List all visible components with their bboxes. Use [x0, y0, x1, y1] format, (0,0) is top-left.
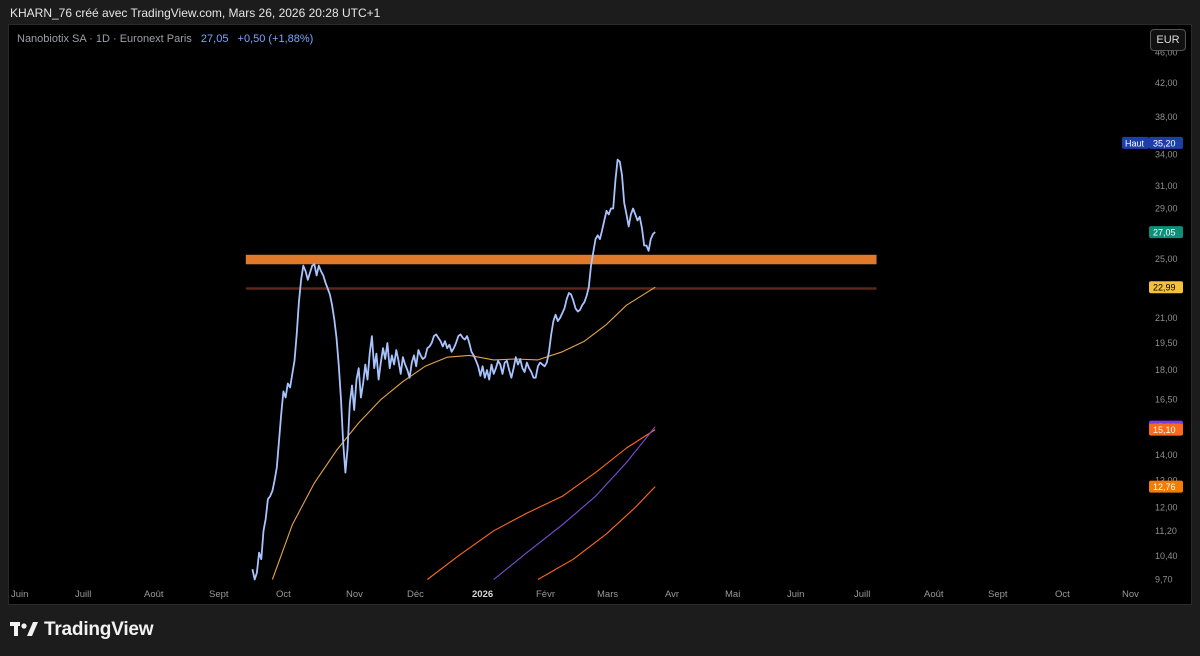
- tradingview-icon: [10, 622, 38, 636]
- price-chart[interactable]: Juin Juill Août Sept Oct Nov Déc 2026 Févr Mars Av…: [9, 25, 1193, 606]
- price-tag: [1149, 136, 1183, 149]
- price-change: +0,50 (+1,88%): [237, 33, 314, 45]
- y-tick-label: 11,20: [1155, 526, 1177, 536]
- price-line: [251, 158, 656, 581]
- symbol-legend: Nanobiotix SA · 1D · Euronext Paris 27,0…: [17, 33, 313, 45]
- x-tick-label: Sept: [988, 589, 1008, 600]
- resistance-band: [245, 254, 877, 265]
- y-tick-label: 10,40: [1155, 551, 1178, 561]
- price-tag: [1149, 480, 1183, 493]
- tradingview-logo: TradingView: [10, 619, 154, 641]
- price-tag-title: Haut: [1125, 138, 1145, 148]
- x-tick-label: Nov: [346, 589, 363, 600]
- x-tick-label: Juill: [854, 589, 870, 600]
- x-tick-label: Sept: [209, 589, 229, 600]
- x-tick-label: Août: [144, 589, 164, 600]
- x-tick-label: Juin: [11, 589, 28, 600]
- x-tick-label: Nov: [1122, 589, 1139, 600]
- moving-average-line: [493, 426, 656, 580]
- y-tick-label: 31,00: [1155, 181, 1178, 191]
- price-tag: [1149, 281, 1183, 294]
- moving-average-line: [426, 429, 656, 580]
- moving-average-line: [537, 486, 656, 580]
- price-tag: [1149, 226, 1183, 239]
- y-tick-label: 14,00: [1155, 450, 1178, 460]
- y-tick-label: 38,00: [1155, 112, 1178, 122]
- price-tag-title-box: [1122, 136, 1149, 149]
- price-tag-label: 27,05: [1153, 228, 1176, 238]
- x-tick-label: Déc: [407, 589, 424, 600]
- y-tick-label: 13,00: [1155, 475, 1178, 485]
- y-tick-label: 25,00: [1155, 254, 1178, 264]
- y-tick-label: 34,00: [1155, 150, 1178, 160]
- last-price: 27,05: [200, 33, 229, 45]
- y-tick-label: 46,00: [1155, 47, 1178, 57]
- chart-caption: KHARN_76 créé avec TradingView.com, Mars…: [10, 6, 381, 20]
- x-tick-label: 2026: [472, 589, 493, 600]
- chart-frame[interactable]: Juin Juill Août Sept Oct Nov Déc 2026 Févr Mars Av…: [8, 24, 1192, 605]
- x-tick-label: Avr: [665, 589, 679, 600]
- price-tag-label: 22,99: [1153, 283, 1176, 293]
- price-tag-label: 15,10: [1153, 425, 1176, 435]
- price-tag-label: 12,76: [1153, 482, 1176, 492]
- x-tick-label: Oct: [276, 589, 291, 600]
- price-tag-label: 35,20: [1153, 138, 1176, 148]
- symbol-title: Nanobiotix SA · 1D · Euronext Paris: [17, 33, 192, 45]
- currency-button[interactable]: EUR: [1150, 29, 1186, 51]
- x-tick-label: Juin: [787, 589, 804, 600]
- x-tick-label: Oct: [1055, 589, 1070, 600]
- y-tick-label: 42,00: [1155, 78, 1178, 88]
- moving-average-line: [271, 286, 656, 580]
- y-tick-label: 18,00: [1155, 365, 1178, 375]
- y-tick-label: 19,50: [1155, 338, 1178, 348]
- y-tick-label: 12,00: [1155, 502, 1178, 512]
- x-tick-label: Juill: [75, 589, 91, 600]
- x-tick-label: Août: [924, 589, 944, 600]
- x-tick-label: Mai: [725, 589, 740, 600]
- y-tick-label: 21,00: [1155, 313, 1178, 323]
- x-tick-label: Mars: [597, 589, 618, 600]
- y-tick-label: 16,50: [1155, 395, 1178, 405]
- price-tag: [1149, 423, 1183, 436]
- x-tick-label: Févr: [536, 589, 555, 600]
- tradingview-wordmark: TradingView: [44, 619, 154, 640]
- y-tick-label: 29,00: [1155, 204, 1178, 214]
- y-tick-label: 9,70: [1155, 574, 1173, 584]
